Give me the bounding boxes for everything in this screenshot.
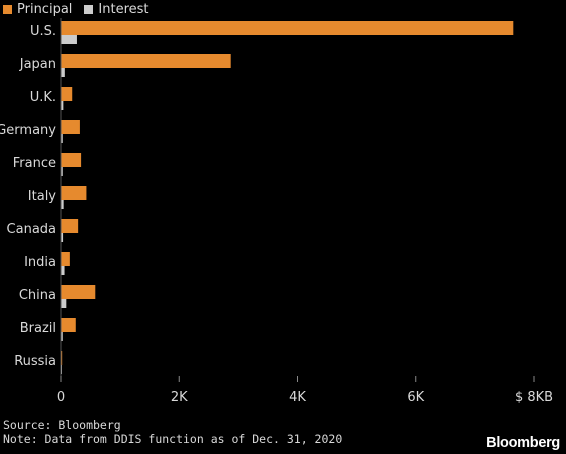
data-note: Note: Data from DDIS function as of Dec.…	[3, 432, 343, 446]
bar-principal	[61, 54, 231, 68]
bar-principal	[61, 318, 76, 332]
category-label: France	[13, 156, 56, 171]
bar-principal	[61, 120, 80, 134]
bar-interest	[61, 134, 63, 143]
legend-item-principal: Principal	[3, 2, 72, 17]
bar-chart: U.S. Japan U.K. Germany France Italy Canada Ind…	[0, 18, 553, 405]
bar-principal	[61, 219, 79, 233]
bar-interest	[61, 101, 64, 110]
category-label: Brazil	[20, 321, 56, 336]
legend-swatch-interest	[84, 4, 94, 14]
bar-interest	[61, 266, 65, 275]
x-tick-label: 4K	[289, 390, 306, 405]
bar-interest	[61, 200, 64, 209]
bar-principal	[61, 87, 73, 101]
category-label: China	[19, 288, 56, 303]
legend-label-interest: Interest	[98, 1, 149, 17]
x-tick-label: 0	[57, 390, 65, 405]
bar-principal	[61, 186, 87, 200]
category-label: U.S.	[30, 24, 56, 39]
bar-interest	[61, 299, 67, 308]
chart-footer: Source: Bloomberg Note: Data from DDIS f…	[3, 418, 342, 446]
source-note: Source: Bloomberg	[3, 418, 121, 432]
chart-legend: Principal Interest	[3, 1, 161, 17]
bloomberg-logo: Bloomberg	[486, 435, 560, 451]
bar-interest	[61, 332, 63, 341]
bar-principal	[61, 285, 96, 299]
category-label: Germany	[0, 123, 56, 138]
x-tick-label: 6K	[407, 390, 424, 405]
legend-swatch-principal	[3, 4, 12, 14]
legend-label-principal: Principal	[17, 1, 73, 17]
bar-principal	[61, 351, 63, 365]
category-label: U.K.	[30, 90, 56, 105]
bar-principal	[61, 153, 82, 167]
x-tick-label: $ 8KB	[515, 390, 553, 405]
category-label: Canada	[7, 222, 56, 237]
legend-item-interest: Interest	[84, 1, 149, 17]
bar-interest	[61, 35, 77, 44]
category-label: Italy	[28, 189, 57, 204]
bar-principal	[61, 21, 514, 35]
bar-interest	[61, 167, 63, 176]
bar-interest	[61, 233, 64, 242]
x-tick-label: 2K	[171, 390, 188, 405]
bar-interest	[61, 68, 65, 77]
category-label: India	[24, 255, 56, 270]
bar-principal	[61, 252, 70, 266]
category-label: Russia	[14, 354, 56, 369]
category-label: Japan	[19, 57, 56, 72]
